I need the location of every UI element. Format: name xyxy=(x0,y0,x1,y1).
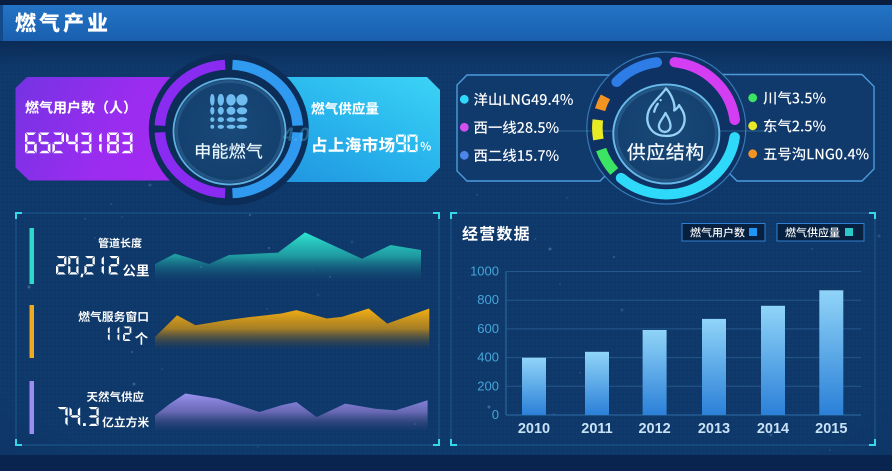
svg-text:600: 600 xyxy=(477,321,499,336)
svg-text:200: 200 xyxy=(477,378,499,393)
svg-text:2011: 2011 xyxy=(581,421,612,437)
svg-text:0: 0 xyxy=(492,407,499,422)
svg-text:2012: 2012 xyxy=(638,421,670,437)
svg-text:2014: 2014 xyxy=(757,421,789,437)
svg-text:1000: 1000 xyxy=(470,264,499,279)
svg-text:2013: 2013 xyxy=(698,421,730,437)
svg-text:2015: 2015 xyxy=(815,421,847,437)
svg-text:2010: 2010 xyxy=(518,421,550,437)
svg-text:800: 800 xyxy=(477,292,499,307)
svg-text:4.0: 4.0 xyxy=(282,125,310,146)
svg-text:400: 400 xyxy=(477,350,499,365)
